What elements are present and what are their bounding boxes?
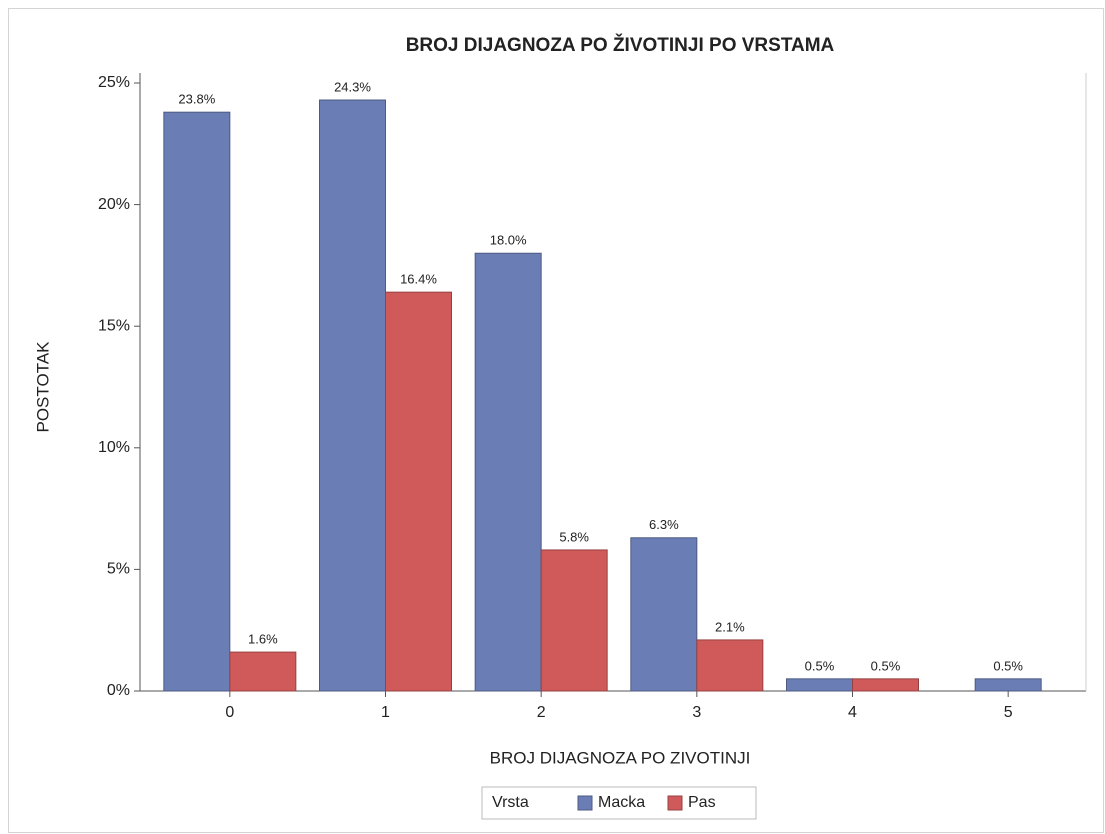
legend-box: [481, 786, 757, 820]
x-axis-label: BROJ DIJAGNOZA PO ZIVOTINJI: [490, 748, 751, 767]
x-tick-label: 5: [1004, 704, 1013, 721]
legend-title: Vrsta: [492, 794, 529, 811]
bar: [974, 678, 1042, 692]
bar-value-label: 2.1%: [715, 619, 745, 634]
bar-value-label: 1.6%: [248, 632, 278, 647]
legend-swatch: [577, 795, 593, 811]
bar: [696, 639, 764, 692]
bar-value-label: 0.5%: [871, 658, 901, 673]
y-tick-label: 0%: [107, 682, 130, 699]
bar-value-label: 23.8%: [178, 92, 215, 107]
bar-value-label: 6.3%: [649, 517, 679, 532]
y-tick-label: 20%: [98, 196, 130, 213]
bar: [852, 678, 919, 692]
bar: [385, 291, 452, 692]
bar: [319, 99, 386, 692]
chart-title: BROJ DIJAGNOZA PO ŽIVOTINJI PO VRSTAMA: [406, 34, 835, 56]
bar: [630, 537, 698, 692]
bar: [163, 111, 231, 692]
x-tick-label: 4: [848, 704, 857, 721]
legend-label: Macka: [598, 794, 645, 811]
y-tick-label: 25%: [98, 74, 130, 91]
y-axis-label: POSTOTAK: [33, 341, 52, 433]
bar: [540, 549, 608, 692]
bar-value-label: 24.3%: [334, 79, 371, 94]
y-tick-label: 10%: [98, 439, 130, 456]
bar: [229, 651, 297, 692]
bar-value-label: 0.5%: [993, 658, 1023, 673]
legend-swatch: [667, 795, 683, 811]
y-tick-label: 15%: [98, 317, 130, 334]
y-tick-label: 5%: [107, 561, 130, 578]
x-tick-label: 2: [537, 704, 546, 721]
legend-label: Pas: [688, 794, 716, 811]
x-tick-label: 0: [225, 704, 234, 721]
bar: [786, 678, 853, 692]
x-tick-label: 3: [692, 704, 701, 721]
x-tick-label: 1: [381, 704, 390, 721]
bar-value-label: 5.8%: [559, 529, 589, 544]
bar: [474, 252, 542, 692]
bar-value-label: 0.5%: [805, 658, 835, 673]
bar-value-label: 16.4%: [400, 272, 437, 287]
bar-value-label: 18.0%: [490, 233, 527, 248]
